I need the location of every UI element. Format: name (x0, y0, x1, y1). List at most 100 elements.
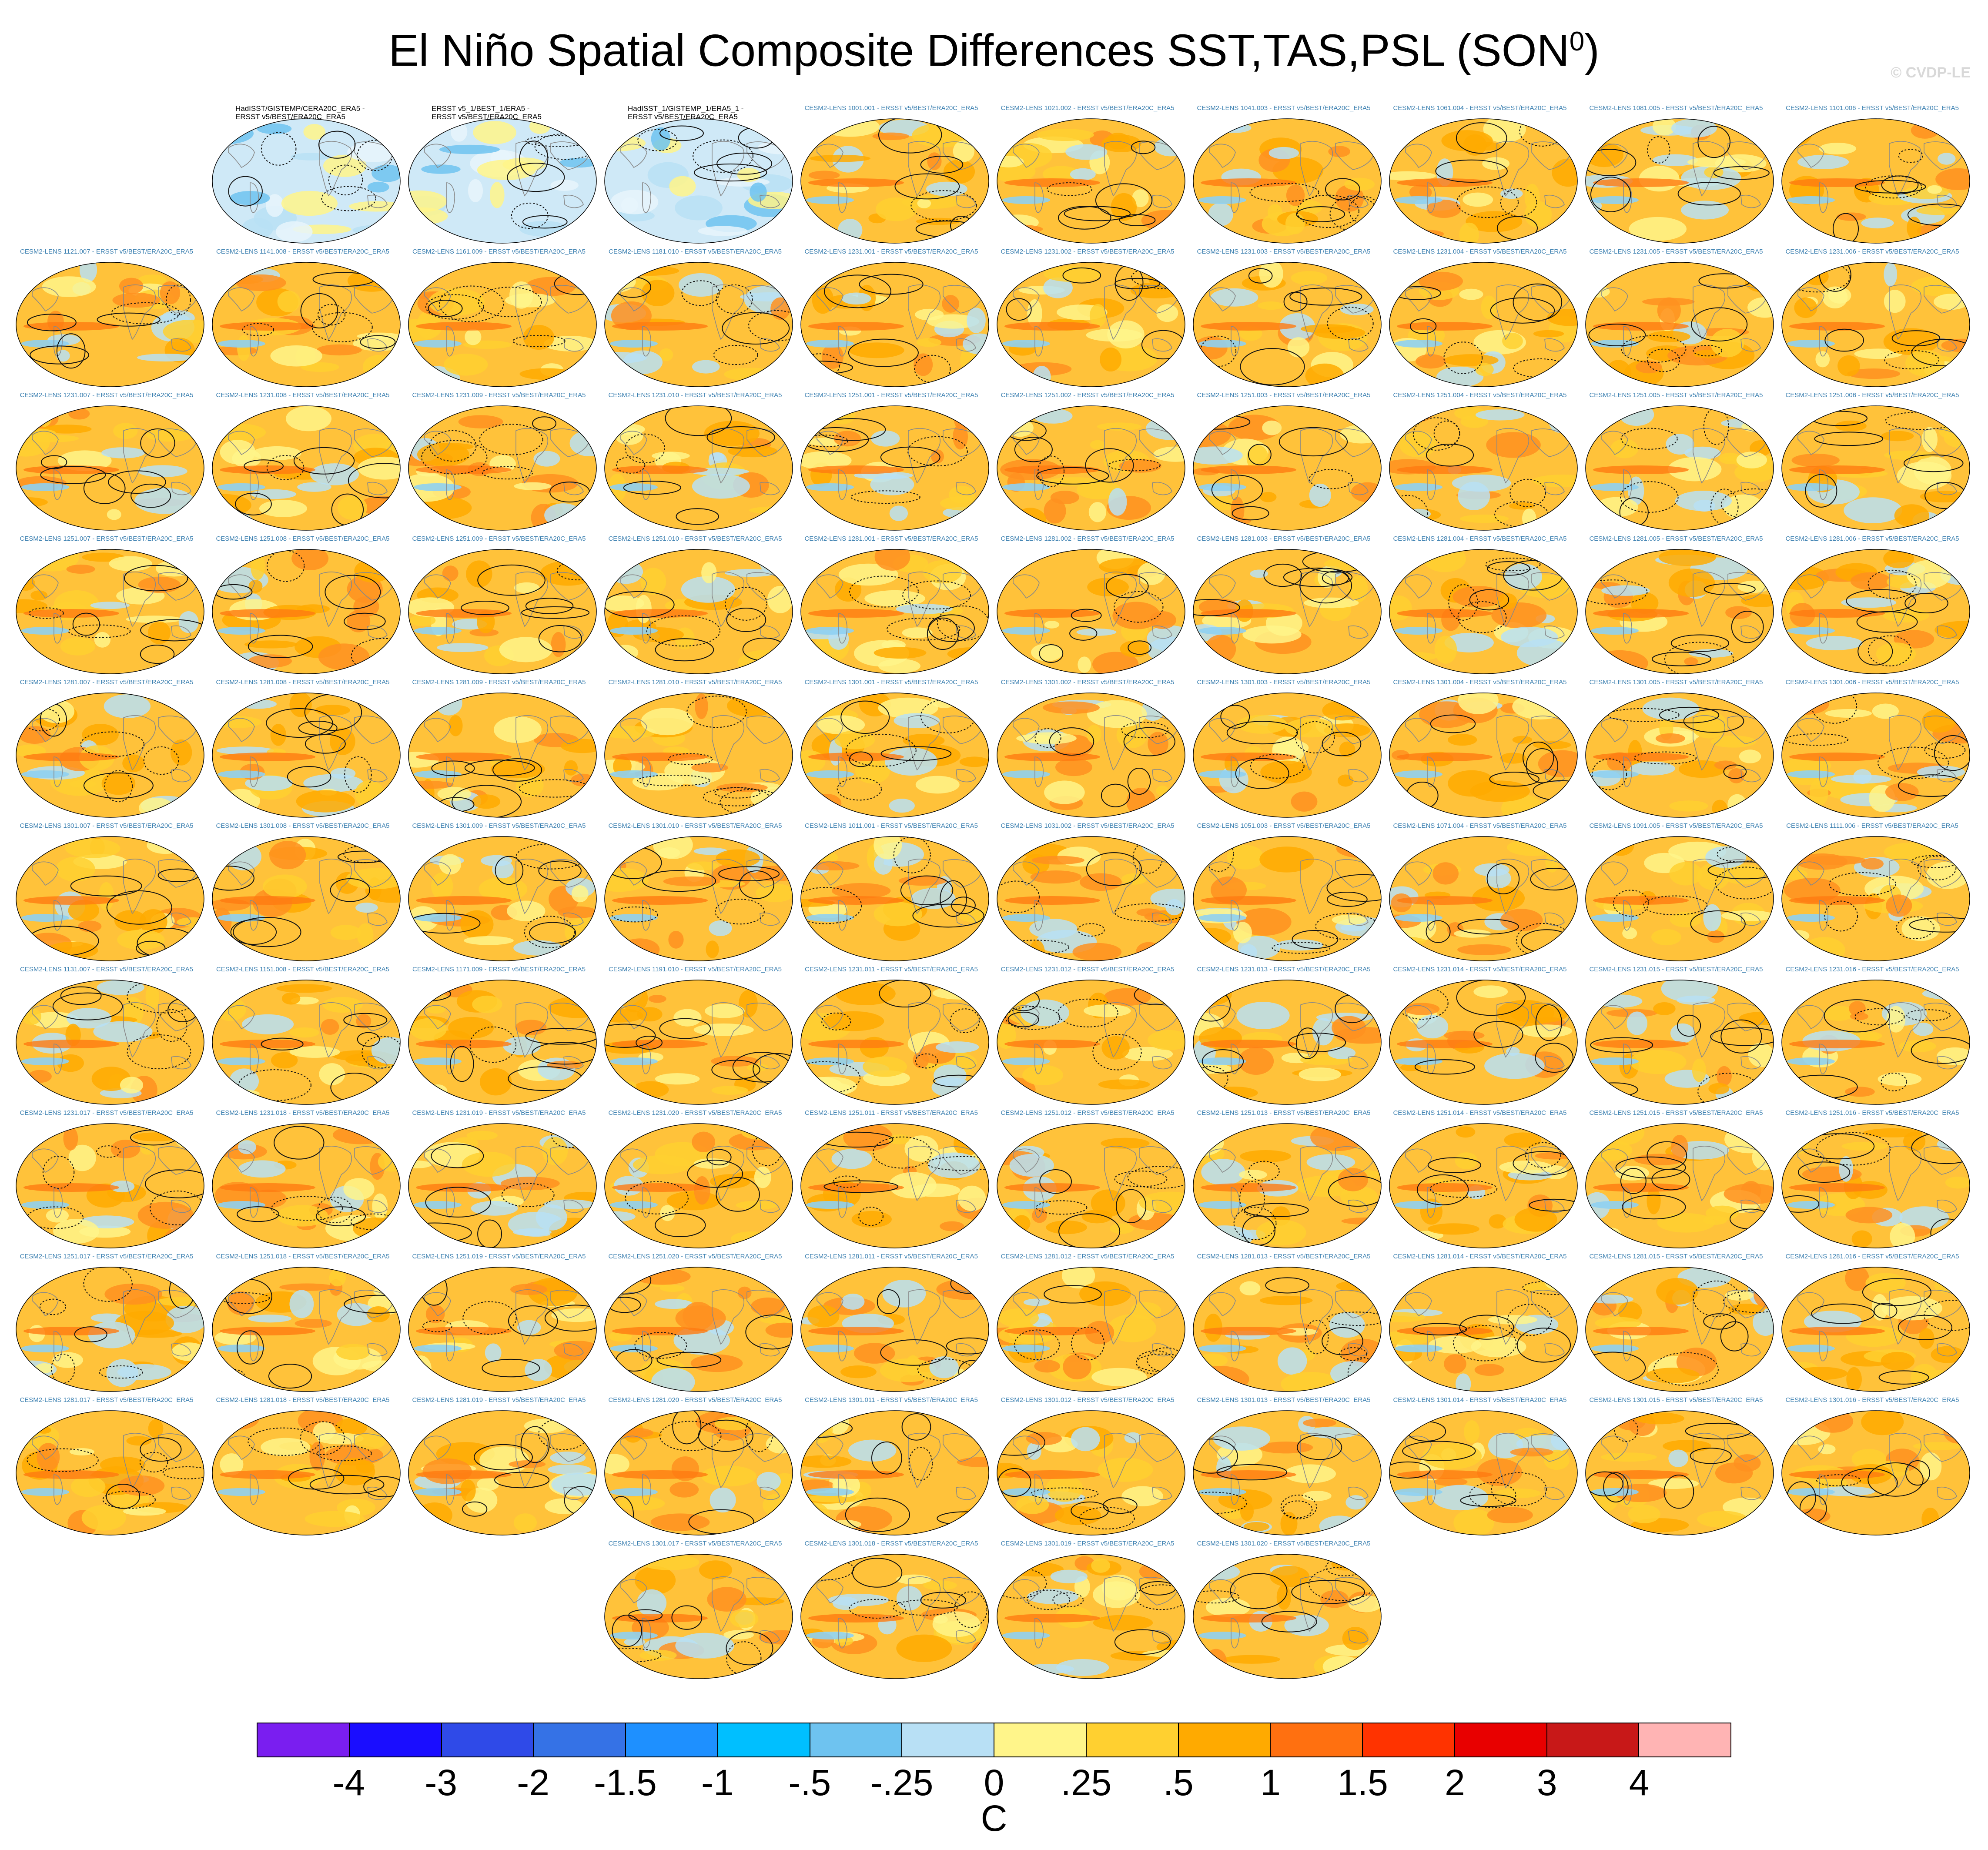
map-panel: CESM2-LENS 1231.013 - ERSST v5/BEST/ERA2… (1186, 966, 1382, 1109)
panel-label: CESM2-LENS 1281.020 - ERSST v5/BEST/ERA2… (608, 1396, 782, 1404)
world-map (212, 1410, 401, 1536)
colorbar-swatch (1178, 1723, 1271, 1756)
world-map (1585, 405, 1774, 531)
map-panel: CESM2-LENS 1251.008 - ERSST v5/BEST/ERA2… (205, 535, 401, 679)
map-panel: CESM2-LENS 1281.015 - ERSST v5/BEST/ERA2… (1578, 1253, 1774, 1396)
map-panel: CESM2-LENS 1191.010 - ERSST v5/BEST/ERA2… (597, 966, 793, 1109)
map-panel: CESM2-LENS 1231.019 - ERSST v5/BEST/ERA2… (401, 1109, 597, 1253)
world-map (604, 549, 793, 674)
map-panel: CESM2-LENS 1281.012 - ERSST v5/BEST/ERA2… (990, 1253, 1185, 1396)
map-panel: CESM2-LENS 1281.016 - ERSST v5/BEST/ERA2… (1774, 1253, 1970, 1396)
world-map (1389, 1267, 1578, 1392)
map-panel: CESM2-LENS 1301.011 - ERSST v5/BEST/ERA2… (793, 1396, 989, 1540)
map-panel: CESM2-LENS 1231.009 - ERSST v5/BEST/ERA2… (401, 391, 597, 535)
world-map (1389, 549, 1578, 674)
colorbar-swatch (534, 1723, 626, 1756)
map-panel: CESM2-LENS 1301.019 - ERSST v5/BEST/ERA2… (990, 1540, 1185, 1683)
world-map (997, 836, 1185, 961)
panel-label: CESM2-LENS 1231.017 - ERSST v5/BEST/ERA2… (20, 1109, 194, 1117)
world-map (408, 692, 597, 818)
panel-label: CESM2-LENS 1301.013 - ERSST v5/BEST/ERA2… (1197, 1396, 1371, 1404)
map-panel: CESM2-LENS 1231.005 - ERSST v5/BEST/ERA2… (1578, 248, 1774, 391)
world-map (997, 262, 1185, 387)
map-panel: HadISST_1/GISTEMP_1/ERA5_1 - ERSST v5/BE… (597, 104, 793, 248)
world-map (1781, 980, 1970, 1105)
map-panel: CESM2-LENS 1281.011 - ERSST v5/BEST/ERA2… (793, 1253, 989, 1396)
map-panel: CESM2-LENS 1251.016 - ERSST v5/BEST/ERA2… (1774, 1109, 1970, 1253)
map-panel: CESM2-LENS 1251.004 - ERSST v5/BEST/ERA2… (1382, 391, 1578, 535)
map-panel: CESM2-LENS 1301.012 - ERSST v5/BEST/ERA2… (990, 1396, 1185, 1540)
panel-label: CESM2-LENS 1231.008 - ERSST v5/BEST/ERA2… (216, 391, 390, 399)
world-map (604, 1410, 793, 1536)
panel-label: CESM2-LENS 1231.001 - ERSST v5/BEST/ERA2… (804, 248, 978, 255)
world-map (1389, 262, 1578, 387)
map-panel: CESM2-LENS 1111.006 - ERSST v5/BEST/ERA2… (1774, 822, 1970, 966)
panel-label: CESM2-LENS 1281.007 - ERSST v5/BEST/ERA2… (20, 679, 194, 686)
map-panel: CESM2-LENS 1251.017 - ERSST v5/BEST/ERA2… (9, 1253, 204, 1396)
world-map (997, 1410, 1185, 1536)
world-map (1781, 836, 1970, 961)
colorbar-swatch (626, 1723, 718, 1756)
map-panel: CESM2-LENS 1281.007 - ERSST v5/BEST/ERA2… (9, 679, 204, 822)
colorbar-swatch (718, 1723, 810, 1756)
panel-label: CESM2-LENS 1001.001 - ERSST v5/BEST/ERA2… (804, 104, 978, 112)
map-panel: CESM2-LENS 1251.009 - ERSST v5/BEST/ERA2… (401, 535, 597, 679)
world-map (604, 405, 793, 531)
panel-label: CESM2-LENS 1231.018 - ERSST v5/BEST/ERA2… (216, 1109, 390, 1117)
world-map (997, 405, 1185, 531)
world-map (604, 262, 793, 387)
map-panel: CESM2-LENS 1141.008 - ERSST v5/BEST/ERA2… (205, 248, 401, 391)
panel-label: CESM2-LENS 1251.010 - ERSST v5/BEST/ERA2… (608, 535, 782, 542)
map-panel: CESM2-LENS 1281.017 - ERSST v5/BEST/ERA2… (9, 1396, 204, 1540)
panel-label: CESM2-LENS 1281.005 - ERSST v5/BEST/ERA2… (1589, 535, 1763, 542)
world-map (408, 549, 597, 674)
panel-label: CESM2-LENS 1251.005 - ERSST v5/BEST/ERA2… (1589, 391, 1763, 399)
map-panel: CESM2-LENS 1251.002 - ERSST v5/BEST/ERA2… (990, 391, 1185, 535)
panel-label: CESM2-LENS 1281.014 - ERSST v5/BEST/ERA2… (1393, 1253, 1567, 1260)
map-panel: CESM2-LENS 1251.006 - ERSST v5/BEST/ERA2… (1774, 391, 1970, 535)
map-panel: CESM2-LENS 1251.005 - ERSST v5/BEST/ERA2… (1578, 391, 1774, 535)
world-map (604, 1123, 793, 1248)
panel-label: CESM2-LENS 1141.008 - ERSST v5/BEST/ERA2… (216, 248, 389, 255)
panel-label: CESM2-LENS 1301.010 - ERSST v5/BEST/ERA2… (608, 822, 782, 830)
map-panel: CESM2-LENS 1071.004 - ERSST v5/BEST/ERA2… (1382, 822, 1578, 966)
world-map (604, 692, 793, 818)
world-map (1389, 405, 1578, 531)
map-panel: CESM2-LENS 1301.008 - ERSST v5/BEST/ERA2… (205, 822, 401, 966)
panel-label: HadISST/GISTEMP/CERA20C_ERA5 - ERSST v5/… (235, 104, 365, 121)
map-panel: CESM2-LENS 1251.011 - ERSST v5/BEST/ERA2… (793, 1109, 989, 1253)
panel-label: CESM2-LENS 1301.014 - ERSST v5/BEST/ERA2… (1393, 1396, 1567, 1404)
map-panel: CESM2-LENS 1281.002 - ERSST v5/BEST/ERA2… (990, 535, 1185, 679)
colorbar-tick-label: -.25 (870, 1762, 934, 1803)
panel-label: CESM2-LENS 1081.005 - ERSST v5/BEST/ERA2… (1589, 104, 1763, 112)
map-panel: CESM2-LENS 1021.002 - ERSST v5/BEST/ERA2… (990, 104, 1185, 248)
colorbar-swatch (258, 1723, 350, 1756)
panel-label: CESM2-LENS 1161.009 - ERSST v5/BEST/ERA2… (412, 248, 586, 255)
map-panel: CESM2-LENS 1041.003 - ERSST v5/BEST/ERA2… (1186, 104, 1382, 248)
world-map (997, 549, 1185, 674)
panel-label: CESM2-LENS 1231.014 - ERSST v5/BEST/ERA2… (1393, 966, 1567, 973)
map-panel: CESM2-LENS 1301.007 - ERSST v5/BEST/ERA2… (9, 822, 204, 966)
map-panel: CESM2-LENS 1251.019 - ERSST v5/BEST/ERA2… (401, 1253, 597, 1396)
panel-label: CESM2-LENS 1301.004 - ERSST v5/BEST/ERA2… (1393, 679, 1567, 686)
colorbar-swatch (349, 1723, 442, 1756)
panel-label: CESM2-LENS 1191.010 - ERSST v5/BEST/ERA2… (609, 966, 782, 973)
panel-label: CESM2-LENS 1281.008 - ERSST v5/BEST/ERA2… (216, 679, 390, 686)
colorbar-swatch (1547, 1723, 1640, 1756)
world-map (1193, 405, 1382, 531)
world-map (997, 1554, 1185, 1679)
colorbar-swatch (1639, 1723, 1730, 1756)
map-panel: CESM2-LENS 1251.010 - ERSST v5/BEST/ERA2… (597, 535, 793, 679)
world-map (408, 1267, 597, 1392)
panel-label: ERSST v5_1/BEST_1/ERA5 - ERSST v5/BEST/E… (432, 104, 542, 121)
world-map (16, 1267, 204, 1392)
world-map (1389, 1123, 1578, 1248)
colorbar-tick-label: 1.5 (1337, 1762, 1388, 1803)
colorbar-swatch (442, 1723, 534, 1756)
panel-label: CESM2-LENS 1301.020 - ERSST v5/BEST/ERA2… (1197, 1540, 1371, 1547)
world-map (800, 1554, 989, 1679)
figure-title: El Niño Spatial Composite Differences SS… (0, 16, 1988, 77)
world-map (800, 980, 989, 1105)
panel-label: CESM2-LENS 1281.009 - ERSST v5/BEST/ERA2… (412, 679, 586, 686)
world-map (1193, 549, 1382, 674)
